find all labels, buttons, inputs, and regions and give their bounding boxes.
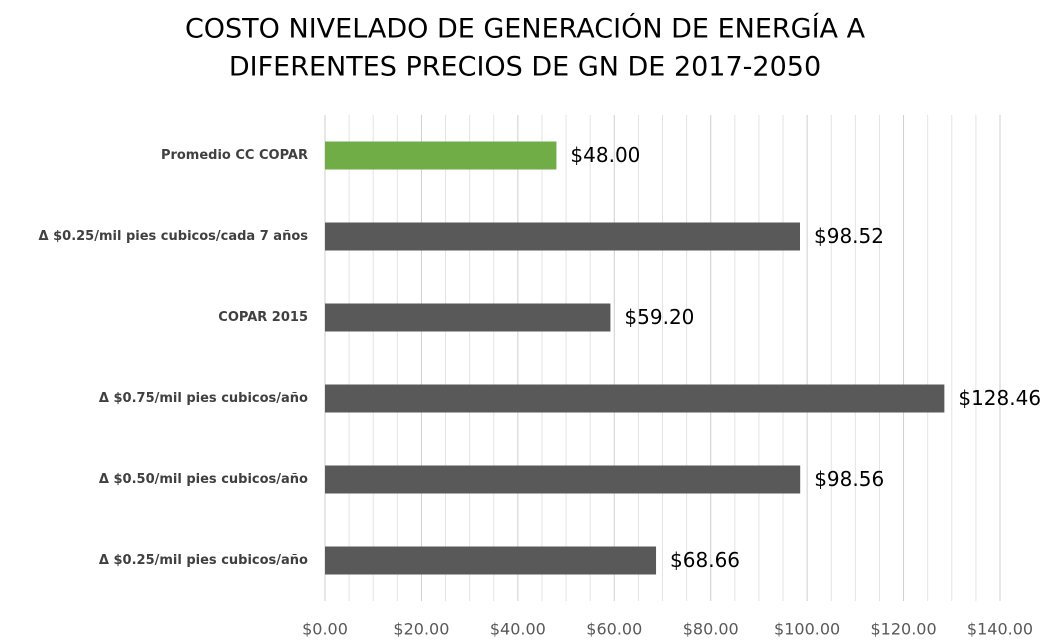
x-tick-label: $100.00	[774, 620, 840, 639]
bar	[325, 546, 657, 575]
x-tick-label: $140.00	[967, 620, 1033, 639]
bar	[325, 222, 801, 251]
y-tick-label: Δ $0.25/mil pies cubicos/año	[99, 553, 308, 568]
x-tick-label: $0.00	[302, 620, 348, 639]
y-tick-label: Δ $0.50/mil pies cubicos/año	[99, 472, 308, 487]
bar	[325, 384, 945, 413]
x-tick-label: $20.00	[393, 620, 449, 639]
bar	[325, 465, 801, 494]
x-tick-label: $120.00	[870, 620, 936, 639]
value-label: $128.46	[958, 386, 1041, 410]
y-tick-label: COPAR 2015	[218, 310, 308, 325]
bar	[325, 141, 557, 170]
value-label: $68.66	[670, 548, 740, 572]
value-label: $59.20	[624, 305, 694, 329]
y-tick-label: Δ $0.75/mil pies cubicos/año	[99, 391, 308, 406]
value-label: $98.52	[814, 224, 884, 248]
x-tick-label: $60.00	[586, 620, 642, 639]
y-tick-label: Promedio CC COPAR	[161, 148, 308, 163]
x-tick-label: $80.00	[683, 620, 739, 639]
x-tick-label: $40.00	[490, 620, 546, 639]
y-tick-label: Δ $0.25/mil pies cubicos/cada 7 años	[39, 229, 309, 244]
value-label: $48.00	[570, 143, 640, 167]
bar	[325, 303, 611, 332]
chart-title: DIFERENTES PRECIOS DE GN DE 2017-2050	[229, 52, 821, 83]
value-label: $98.56	[814, 467, 884, 491]
chart-title: COSTO NIVELADO DE GENERACIÓN DE ENERGÍA …	[185, 13, 866, 45]
